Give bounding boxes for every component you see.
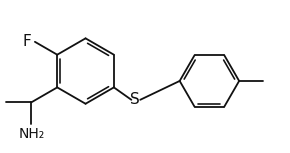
Text: NH₂: NH₂ bbox=[18, 127, 45, 141]
Text: S: S bbox=[130, 92, 140, 107]
Text: F: F bbox=[22, 34, 31, 49]
